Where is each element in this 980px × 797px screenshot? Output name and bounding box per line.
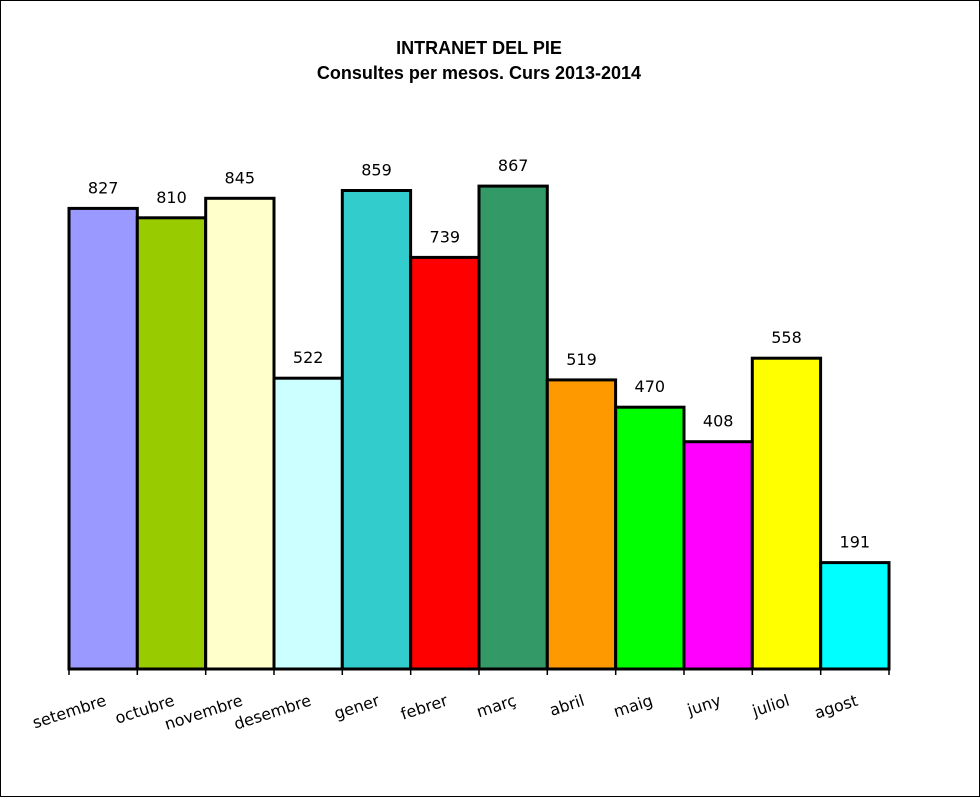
bar-setembre (67, 206, 139, 671)
value-label-desembre: 522 (293, 348, 324, 367)
category-label-març: març (474, 691, 518, 722)
value-label-setembre: 827 (88, 178, 119, 197)
category-label-gener: gener (332, 691, 383, 724)
category-label-maig: maig (611, 691, 655, 721)
category-label-juliol: juliol (749, 691, 792, 721)
category-label-juny: juny (684, 691, 723, 720)
value-label-juny: 408 (703, 412, 734, 431)
chart-title: INTRANET DEL PIE (396, 38, 562, 58)
value-label-novembre: 845 (225, 168, 256, 187)
category-label-novembre: novembre (162, 691, 245, 734)
bar-juny (682, 440, 754, 671)
value-labels-group: 827 810 845 522 859 739 867 519 470 408 558 191 (88, 156, 870, 551)
x-axis (68, 668, 890, 675)
value-label-abril: 519 (566, 350, 597, 369)
bar-juliol (750, 356, 823, 671)
category-label-febrer: febrer (398, 691, 450, 724)
category-label-abril: abril (547, 691, 587, 720)
value-label-març: 867 (498, 156, 529, 175)
bar-març (477, 184, 549, 671)
bar-desembre (272, 376, 344, 671)
bar-novembre (204, 196, 276, 671)
value-label-gener: 859 (361, 161, 392, 180)
bars-group (67, 184, 891, 671)
bar-gener (340, 189, 413, 671)
chart-subtitle: Consultes per mesos. Curs 2013-2014 (317, 63, 641, 83)
value-label-maig: 470 (635, 377, 666, 396)
value-label-octubre: 810 (156, 188, 187, 207)
category-label-desembre: desembre (231, 691, 313, 734)
value-label-juliol: 558 (771, 328, 802, 347)
bar-abril (545, 378, 618, 671)
bar-octubre (135, 216, 208, 671)
bar-agost (819, 561, 891, 671)
category-label-setembre: setembre (30, 691, 108, 733)
bar-febrer (409, 255, 481, 671)
category-label-agost: agost (812, 691, 860, 723)
bar-maig (614, 405, 686, 671)
value-label-agost: 191 (840, 533, 871, 552)
value-label-febrer: 739 (430, 227, 461, 246)
